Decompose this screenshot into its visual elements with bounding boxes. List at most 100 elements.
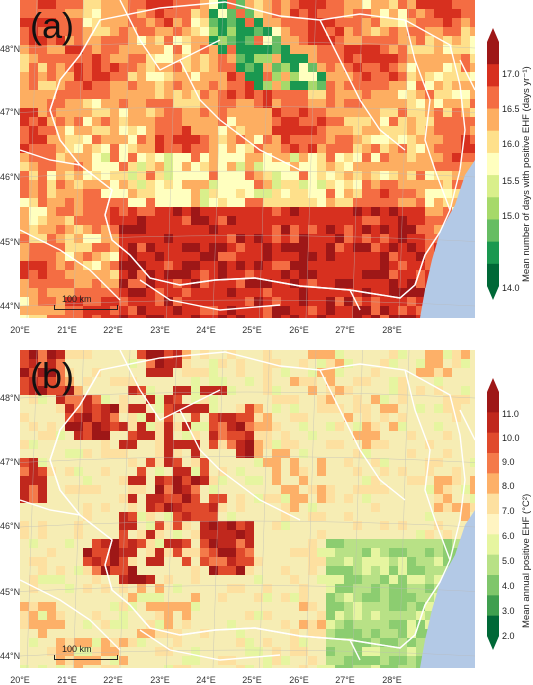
panel-a-cell: [425, 252, 434, 261]
panel-b-cell: [407, 449, 416, 458]
panel-b-cell: [416, 350, 425, 359]
panel-a-cell: [452, 0, 461, 9]
panel-b-cell: [362, 665, 371, 668]
panel-a-cell: [83, 189, 92, 198]
panel-a-cell: [200, 99, 209, 108]
panel-a-cell: [290, 297, 299, 306]
panel-b-cell: [407, 386, 416, 395]
panel-a-cell: [128, 243, 137, 252]
panel-b-cell: [380, 530, 389, 539]
panel-b-cell: [416, 413, 425, 422]
panel-a-cell: [362, 18, 371, 27]
panel-b-cell: [416, 467, 425, 476]
panel-b-cell: [236, 404, 245, 413]
panel-b-cell: [182, 359, 191, 368]
panel-b-cell: [182, 575, 191, 584]
panel-a-cell: [137, 153, 146, 162]
panel-a-cell: [308, 297, 317, 306]
panel-a-cell: [146, 108, 155, 117]
panel-b-cell: [263, 557, 272, 566]
panel-a-cell: [290, 225, 299, 234]
panel-a-cell: [425, 225, 434, 234]
panel-b-cell: [398, 377, 407, 386]
panel-a-cell: [236, 189, 245, 198]
panel-a-cell: [380, 189, 389, 198]
panel-a-cell: [245, 135, 254, 144]
panel-a-cell: [407, 144, 416, 153]
panel-b-cell: [92, 449, 101, 458]
panel-label-b: (b): [30, 355, 74, 396]
panel-b-cell: [191, 440, 200, 449]
panel-b-cell: [425, 557, 434, 566]
panel-a-cell: [119, 234, 128, 243]
panel-a-cell: [227, 54, 236, 63]
panel-a-cell: [380, 162, 389, 171]
panel-b-cell: [47, 512, 56, 521]
panel-b-cell: [245, 404, 254, 413]
panel-b-cell: [335, 602, 344, 611]
panel-b-cell: [344, 368, 353, 377]
panel-a-cell: [128, 135, 137, 144]
panel-a-cell: [353, 135, 362, 144]
panel-a-cell: [200, 270, 209, 279]
panel-b-cell: [434, 494, 443, 503]
panel-a-cell: [47, 252, 56, 261]
panel-a-cell: [290, 189, 299, 198]
panel-a-cell: [263, 135, 272, 144]
panel-b-cell: [173, 521, 182, 530]
panel-b-cell: [65, 431, 74, 440]
panel-b-cell: [371, 494, 380, 503]
panel-a-cell: [380, 153, 389, 162]
panel-b-cell: [443, 449, 452, 458]
panel-a-cell: [335, 225, 344, 234]
panel-a-cell: [416, 63, 425, 72]
panel-a-cell: [281, 252, 290, 261]
panel-a-cell: [56, 162, 65, 171]
panel-b-cell: [470, 413, 475, 422]
panel-b-cell: [308, 566, 317, 575]
panel-b-cell: [452, 521, 461, 530]
panel-b-cell: [209, 467, 218, 476]
panel-a-cell: [317, 126, 326, 135]
panel-a-cell: [389, 162, 398, 171]
panel-a-cell: [398, 45, 407, 54]
panel-a-cell: [83, 279, 92, 288]
panel-b-cell: [137, 512, 146, 521]
panel-a-cell: [47, 9, 56, 18]
panel-b-cell: [344, 503, 353, 512]
panel-b-cell: [344, 377, 353, 386]
colorbar-b-band: [487, 392, 499, 413]
panel-b-cell: [281, 458, 290, 467]
panel-a-cell: [200, 234, 209, 243]
panel-b-cell: [452, 386, 461, 395]
panel-b-cell: [362, 467, 371, 476]
panel-b-cell: [317, 476, 326, 485]
panel-b-cell: [218, 611, 227, 620]
panel-b-cell: [344, 449, 353, 458]
panel-b-cell: [434, 557, 443, 566]
panel-a-cell: [371, 234, 380, 243]
panel-a-cell: [146, 279, 155, 288]
panel-a-cell: [47, 297, 56, 306]
panel-a-cell: [245, 153, 254, 162]
panel-a-cell: [173, 306, 182, 315]
panel-a-cell: [20, 99, 29, 108]
panel-a-cell: [101, 90, 110, 99]
panel-a-cell: [371, 279, 380, 288]
panel-a-cell: [416, 189, 425, 198]
panel-a-cell: [83, 306, 92, 315]
panel-b-cell: [344, 521, 353, 530]
panel-a-cell: [128, 261, 137, 270]
panel-b-cell: [434, 575, 443, 584]
panel-a-cell: [191, 126, 200, 135]
panel-b-cell: [317, 548, 326, 557]
panel-b-cell: [389, 566, 398, 575]
panel-a-cell: [326, 0, 335, 9]
panel-a-cell: [83, 99, 92, 108]
panel-b-cell: [281, 359, 290, 368]
panel-a-cell: [29, 126, 38, 135]
panel-b-cell: [254, 413, 263, 422]
panel-b-cell: [416, 449, 425, 458]
panel-b-cell: [353, 377, 362, 386]
panel-a-cell: [218, 108, 227, 117]
